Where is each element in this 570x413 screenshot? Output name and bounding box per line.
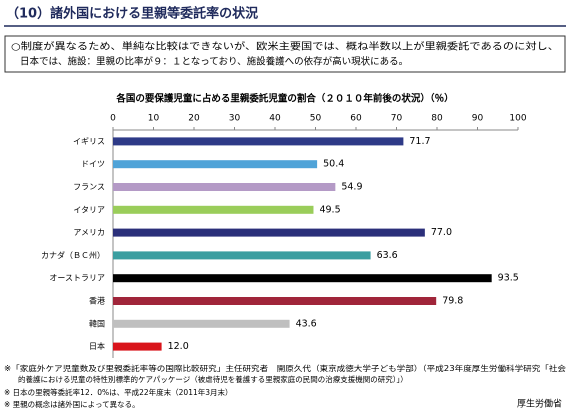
value-label: 50.4 [323,159,344,170]
chart-title: 各国の要保護児童に占める里親委託児童の割合（２０１０年前後の状況）（％） [115,93,453,105]
category-label: ドイツ [81,160,105,169]
category-label: 日本 [89,341,105,351]
x-tick-label: 10 [148,114,160,124]
category-label: イタリア [73,205,105,214]
x-tick-label: 20 [188,114,200,124]
value-label: 63.6 [377,250,398,261]
bar [113,274,492,283]
category-label: イギリス [73,137,105,146]
x-tick-label: 100 [509,114,526,124]
note: ※ 日本の里親等委託率12．0%は、平成22年度末（2011年3月末） [4,387,233,397]
category-label: フランス [73,183,105,192]
value-label: 54.9 [341,182,362,193]
bar [113,342,162,351]
value-label: 12.0 [168,341,189,352]
slide-title: （10）諸外国における里親等委託率の状況 [6,6,258,22]
x-tick-label: 0 [110,114,116,124]
category-label: 香港 [89,296,105,306]
summary-box [4,35,566,73]
value-label: 79.8 [442,296,463,307]
value-label: 77.0 [431,227,452,238]
x-tick-label: 90 [472,114,484,124]
x-tick-label: 50 [310,114,322,124]
summary-line: ○制度が異なるため、単純な比較はできないが、欧米主要国では、概ね半数以上が里親委… [11,41,559,53]
bar [113,319,290,328]
source: 厚生労働省 [517,398,562,410]
value-label: 71.7 [409,136,430,147]
bar [113,160,318,169]
summary-line: 日本では、施設：里親の比率が９：１となっており、施設養護への依存が高い現状にある… [20,56,408,68]
value-label: 49.5 [319,204,340,215]
category-label: カナダ（ＢＣ州） [41,250,105,260]
x-tick-label: 30 [229,114,241,124]
bar [113,183,336,191]
category-label: アメリカ [73,228,105,237]
category-label: オーストラリア [49,274,105,283]
bar [113,205,314,214]
note: ※「家庭外ケア児童数及び里親委託率等の国際比較研究」主任研究者 開原久代（東京成… [4,363,567,373]
x-tick-label: 40 [269,114,281,124]
x-tick-label: 60 [350,114,362,124]
note: ※ 里親の概念は諸外国によって異なる。 [4,399,140,409]
value-label: 43.6 [296,318,317,329]
category-label: 韓国 [89,318,105,328]
value-label: 93.5 [498,273,519,284]
note: 的養護における児童の特性別標準的ケアパッケージ（被虐待児を養護する里親家庭の民間… [18,374,408,384]
bar [113,137,404,146]
bar [113,297,437,305]
bar [113,228,425,237]
bar [113,251,371,260]
x-tick-label: 70 [391,114,403,124]
x-tick-label: 80 [431,114,443,124]
